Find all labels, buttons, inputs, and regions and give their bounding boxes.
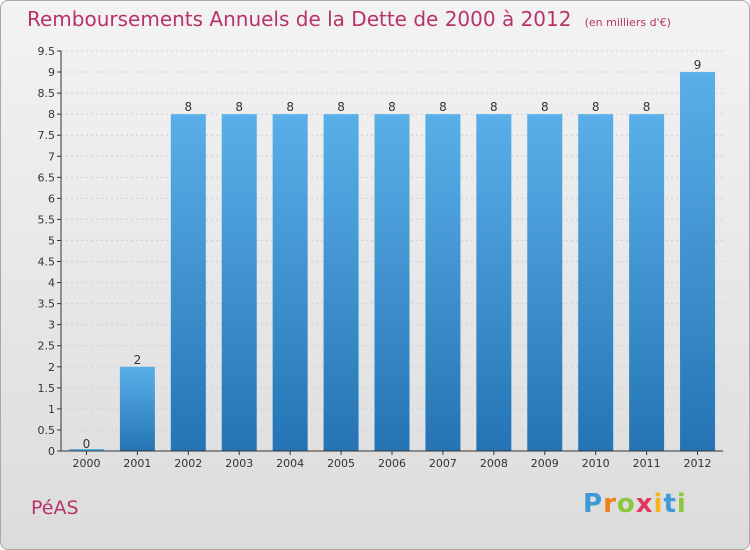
x-tick-label: 2006 (378, 457, 406, 470)
x-tick-label: 2008 (480, 457, 508, 470)
data-label: 8 (643, 100, 651, 114)
data-label: 8 (541, 100, 549, 114)
data-label: 9 (694, 58, 702, 72)
y-tick-label: 8.5 (38, 87, 56, 100)
bar (221, 114, 257, 451)
bar (119, 366, 155, 451)
bar (629, 114, 665, 451)
x-tick-label: 2002 (174, 457, 202, 470)
x-tick-label: 2009 (531, 457, 559, 470)
x-tick-label: 2011 (633, 457, 661, 470)
y-tick-label: 5.5 (38, 213, 56, 226)
y-tick-label: 0.5 (38, 424, 56, 437)
y-tick-label: 6 (48, 192, 55, 205)
x-tick-label: 2012 (684, 457, 712, 470)
y-tick-label: 6.5 (38, 171, 56, 184)
bar (476, 114, 512, 451)
chart-subtitle: (en milliers d'€) (584, 16, 671, 29)
y-tick-label: 0 (48, 445, 55, 458)
bar (527, 114, 563, 451)
logo-letter: t (663, 489, 677, 519)
bar (170, 114, 206, 451)
y-tick-label: 4.5 (38, 256, 56, 269)
y-tick-label: 3.5 (38, 298, 56, 311)
x-tick-label: 2003 (225, 457, 253, 470)
axes (57, 50, 723, 455)
data-label: 8 (235, 100, 243, 114)
data-label: 8 (439, 100, 447, 114)
y-tick-label: 8 (48, 108, 55, 121)
x-tick-label: 2010 (582, 457, 610, 470)
y-tick-label: 4 (48, 277, 55, 290)
bar (680, 72, 716, 451)
y-tick-label: 1.5 (38, 382, 56, 395)
y-tick-label: 9 (48, 66, 55, 79)
bar (272, 114, 308, 451)
data-label: 8 (592, 100, 600, 114)
logo-letter: P (583, 489, 604, 519)
x-tick-label: 2005 (327, 457, 355, 470)
chart-title-block: Remboursements Annuels de la Dette de 20… (27, 7, 671, 31)
logo-letter: o (616, 489, 636, 519)
commune-name: PéAS (31, 497, 79, 519)
logo-letter: r (603, 489, 617, 519)
data-label: 2 (134, 353, 142, 367)
x-tick-label: 2007 (429, 457, 457, 470)
y-tick-label: 5 (48, 234, 55, 247)
data-label: 8 (388, 100, 396, 114)
y-tick-label: 3 (48, 319, 55, 332)
logo-letter: x (635, 489, 654, 519)
bar (374, 114, 410, 451)
x-tick-label: 2001 (123, 457, 151, 470)
data-label: 8 (286, 100, 294, 114)
y-tick-label: 2.5 (38, 340, 56, 353)
bar (578, 114, 614, 451)
data-label: 8 (490, 100, 498, 114)
bar (323, 114, 359, 451)
chart-title: Remboursements Annuels de la Dette de 20… (27, 7, 572, 31)
data-label: 8 (184, 100, 192, 114)
y-tick-label: 7.5 (38, 129, 56, 142)
data-label: 0 (83, 437, 91, 451)
y-tick-label: 9.5 (38, 45, 56, 58)
y-tick-label: 2 (48, 361, 55, 374)
logo-letter: i (676, 489, 687, 519)
bars (68, 72, 716, 451)
y-tick-label: 7 (48, 150, 55, 163)
labels: 0 0.5 1 1.5 2 2.5 3 3.5 4 4.5 5 5.5 6 6.5 7 7.5 8 8.5 9 9.5… (38, 45, 712, 470)
x-tick-label: 2004 (276, 457, 304, 470)
proxiti-logo: Proxiti (583, 489, 687, 519)
bar (425, 114, 461, 451)
data-label: 8 (337, 100, 345, 114)
y-tick-label: 1 (48, 403, 55, 416)
logo-letter: i (653, 489, 664, 519)
x-tick-label: 2000 (72, 457, 100, 470)
